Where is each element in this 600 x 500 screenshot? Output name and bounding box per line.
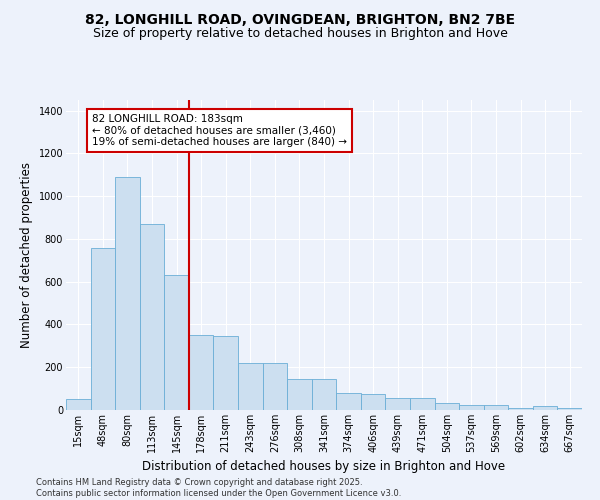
- X-axis label: Distribution of detached houses by size in Brighton and Hove: Distribution of detached houses by size …: [142, 460, 506, 473]
- Bar: [533, 406, 557, 410]
- Bar: [508, 408, 533, 410]
- Bar: [459, 404, 484, 410]
- Bar: [140, 224, 164, 410]
- Bar: [66, 400, 91, 410]
- Bar: [385, 398, 410, 410]
- Bar: [115, 177, 140, 410]
- Bar: [238, 363, 263, 410]
- Text: Contains HM Land Registry data © Crown copyright and database right 2025.
Contai: Contains HM Land Registry data © Crown c…: [36, 478, 401, 498]
- Bar: [91, 248, 115, 410]
- Text: 82, LONGHILL ROAD, OVINGDEAN, BRIGHTON, BN2 7BE: 82, LONGHILL ROAD, OVINGDEAN, BRIGHTON, …: [85, 12, 515, 26]
- Bar: [214, 336, 238, 410]
- Bar: [189, 335, 214, 410]
- Bar: [434, 402, 459, 410]
- Bar: [263, 363, 287, 410]
- Text: 82 LONGHILL ROAD: 183sqm
← 80% of detached houses are smaller (3,460)
19% of sem: 82 LONGHILL ROAD: 183sqm ← 80% of detach…: [92, 114, 347, 147]
- Bar: [557, 408, 582, 410]
- Bar: [312, 379, 336, 410]
- Bar: [410, 398, 434, 410]
- Text: Size of property relative to detached houses in Brighton and Hove: Size of property relative to detached ho…: [92, 28, 508, 40]
- Bar: [484, 404, 508, 410]
- Y-axis label: Number of detached properties: Number of detached properties: [20, 162, 33, 348]
- Bar: [287, 379, 312, 410]
- Bar: [164, 276, 189, 410]
- Bar: [361, 394, 385, 410]
- Bar: [336, 393, 361, 410]
